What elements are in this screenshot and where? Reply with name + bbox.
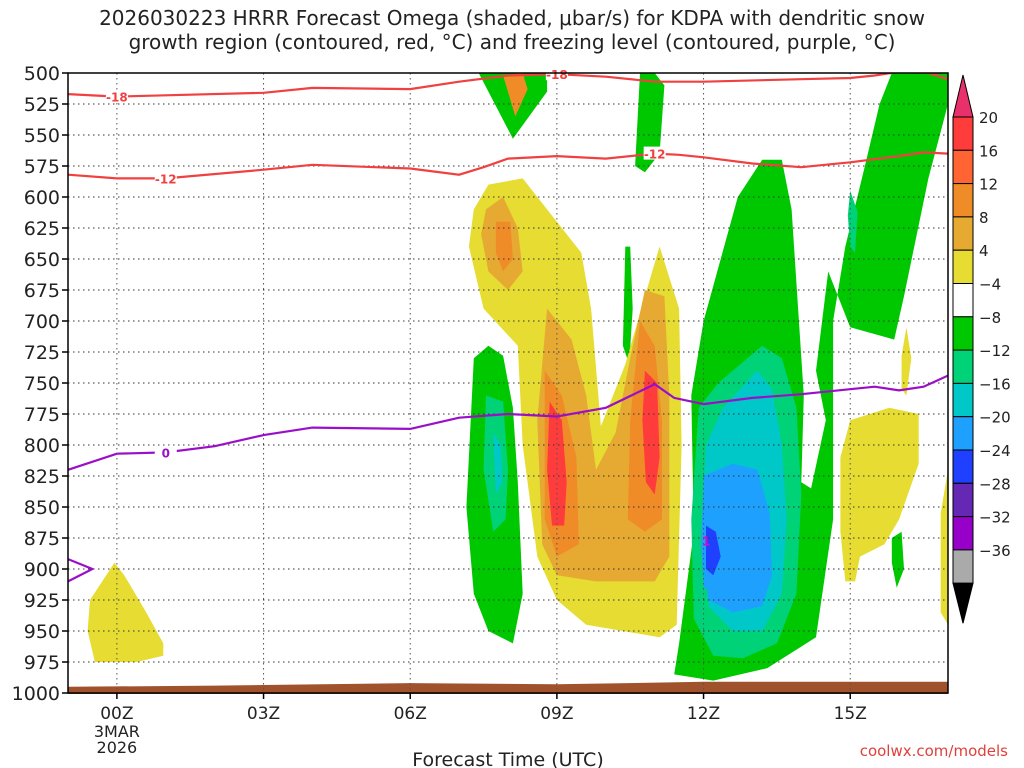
colorbar-bin (952, 482, 974, 518)
y-tick-label: 750 (24, 373, 60, 395)
colorbar-bin (952, 249, 974, 284)
omega-region-up4 (940, 469, 948, 625)
y-tick-label: 850 (24, 497, 60, 519)
contour-label: -18 (106, 91, 128, 105)
omega-region-down4 (891, 531, 904, 588)
axes-layer: 500 525 550 575 600 625 650 675 700 725 750 775 800 8… (12, 63, 949, 757)
contour-label: 0 (162, 446, 170, 460)
colorbar-label: −4 (979, 276, 1001, 294)
x-tick-label: 03Z (247, 704, 280, 724)
chart-title: 2026030223 HRRR Forecast Omega (shaded, … (99, 6, 925, 54)
colorbar-label: 4 (979, 242, 989, 260)
omega-region-down8 (847, 190, 858, 253)
colorbar-label: −28 (979, 475, 1011, 493)
y-tick-label: 775 (24, 404, 60, 426)
y-tick-label: 550 (24, 125, 60, 147)
omega-region-up12 (503, 73, 528, 117)
omega-region-up4 (901, 327, 912, 396)
grid-layer (68, 73, 948, 693)
colorbar-bin (952, 382, 974, 418)
colorbar-label: −36 (979, 542, 1011, 560)
contour--12 (68, 151, 948, 180)
colorbar-bin (952, 449, 974, 484)
omega-region-up4 (840, 407, 919, 582)
colorbar-bin (952, 216, 974, 251)
y-tick-label: 525 (24, 94, 60, 116)
colorbar-bin (952, 283, 974, 318)
y-tick-label: 600 (24, 187, 60, 209)
colorbar-label: −24 (979, 442, 1011, 460)
colorbar-bin (952, 183, 974, 218)
colorbar-bin (952, 149, 974, 185)
contour-0-small (68, 558, 96, 583)
contour-label: -12 (155, 172, 177, 186)
contour-layer: -18 -18 -12 -12 0 1 (68, 67, 948, 583)
credit-text: coolwx.com/models (859, 742, 1008, 760)
colorbar-bin (952, 349, 974, 384)
colorbar-label: −32 (979, 509, 1011, 527)
contour-label-bg (154, 445, 177, 459)
y-tick-label: 975 (24, 652, 60, 674)
y-tick-label: 675 (24, 280, 60, 302)
contour-label: -12 (644, 148, 666, 162)
x-tick-sublabel: 3MAR (94, 722, 140, 741)
colorbar-bin (952, 116, 974, 151)
colorbar-bottom-arrow (952, 582, 974, 624)
colorbar-label: 8 (979, 209, 989, 227)
colorbar-bin (952, 549, 974, 584)
y-tick-label: 925 (24, 590, 60, 612)
y-tick-label: 1000 (12, 683, 60, 705)
omega-region-up16 (642, 370, 660, 495)
colorbar-bin (952, 316, 974, 351)
x-tick-label: 06Z (394, 704, 427, 724)
omega-region-down4 (622, 246, 633, 365)
y-tick-label: 875 (24, 528, 60, 550)
x-tick-sublabel: 2026 (97, 738, 138, 757)
ground-surface (68, 681, 948, 694)
x-axis-label: Forecast Time (UTC) (412, 749, 603, 768)
y-tick-label: 825 (24, 466, 60, 488)
contour--18 (68, 73, 948, 98)
contour-label-bg (643, 146, 666, 160)
y-tick-label: 625 (24, 218, 60, 240)
colorbar-label: −12 (979, 342, 1011, 360)
colorbar: 20 16 12 8 4 −4 −8 −12 −16 −20 −24 −28 −32 −36 (952, 74, 1011, 624)
y-tick-label: 575 (24, 156, 60, 178)
x-tick-label: 00Z (100, 704, 133, 724)
omega-region-down12 (493, 432, 503, 495)
x-tick-label: 09Z (540, 704, 573, 724)
contour-mark: 1 (702, 534, 710, 548)
contour-label-bg (154, 171, 177, 185)
y-tick-label: 700 (24, 311, 60, 333)
ground-surface-layer (68, 681, 948, 694)
colorbar-label: −8 (979, 309, 1001, 327)
colorbar-label: −20 (979, 409, 1011, 427)
colorbar-bin (952, 516, 974, 551)
omega-region-up4 (87, 562, 164, 662)
y-tick-label: 500 (24, 63, 60, 85)
omega-region-down24 (706, 525, 721, 576)
contour-0 (68, 374, 948, 471)
colorbar-top-arrow (952, 74, 974, 118)
y-tick-label: 650 (24, 249, 60, 271)
colorbar-label: 12 (979, 176, 998, 194)
omega-shading-layer (87, 73, 948, 681)
y-tick-label: 725 (24, 342, 60, 364)
y-tick-label: 900 (24, 559, 60, 581)
colorbar-label: 16 (979, 142, 998, 160)
y-tick-label: 950 (24, 621, 60, 643)
x-tick-label: 12Z (687, 704, 720, 724)
contour-label-bg (105, 89, 128, 103)
contour-label: -18 (546, 68, 568, 82)
y-tick-label: 800 (24, 435, 60, 457)
colorbar-bin (952, 416, 974, 451)
colorbar-label: −16 (979, 375, 1011, 393)
x-tick-label: 15Z (834, 704, 867, 724)
colorbar-label: 20 (979, 109, 998, 127)
